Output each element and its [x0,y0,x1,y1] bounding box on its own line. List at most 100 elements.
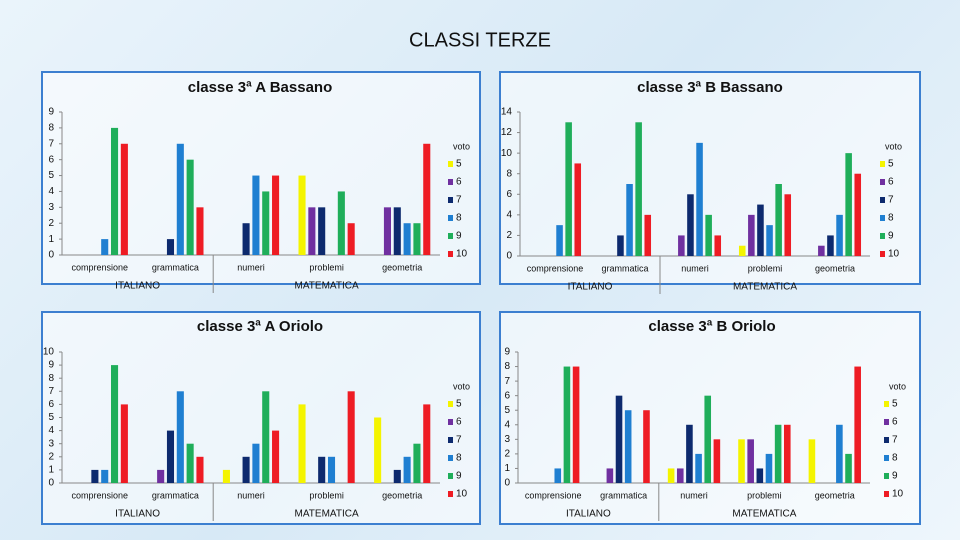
bar [756,468,764,483]
bar [272,430,280,483]
x-tick-label: grammatica [600,490,647,500]
legend-label: 8 [456,213,462,224]
legend-label: 9 [892,471,898,482]
group-label: MATEMATICA [732,509,796,520]
y-tick-label: 1 [504,463,510,474]
legend-swatch [448,197,453,203]
bar [686,424,693,483]
legend-label: 7 [456,435,462,446]
legend-label: 6 [888,177,894,188]
y-tick-label: 5 [48,412,54,423]
bar [413,223,421,255]
y-tick-label: 2 [48,451,54,462]
legend-swatch [884,419,889,425]
bar [565,122,572,257]
x-tick-label: problemi [309,490,344,500]
bar [166,239,175,255]
bar [827,235,834,256]
bar [298,175,306,255]
y-tick-label: 8 [48,123,54,134]
y-tick-label: 3 [48,438,54,449]
legend-label: 7 [892,435,898,446]
y-tick-label: 2 [48,218,54,229]
y-tick-label: 14 [501,107,513,118]
bar [186,159,194,255]
legend-label: 10 [456,489,468,500]
legend-label: 9 [456,231,462,242]
bar [242,223,250,255]
x-tick-label: problemi [747,490,782,500]
bar [403,223,411,255]
bar [574,163,582,256]
x-tick-label: comprensione [72,262,129,272]
bar [624,410,632,483]
legend-label: 10 [456,249,468,260]
y-tick-label: 9 [504,347,510,358]
group-label: MATEMATICA [295,509,359,520]
legend-title: voto [889,381,906,391]
bar [262,391,270,483]
legend-swatch [448,437,453,443]
legend-label: 8 [888,213,894,224]
legend-swatch [880,161,885,167]
bar [644,214,652,256]
bar [747,439,754,483]
bar [101,469,109,483]
bar [713,439,721,483]
legend-label: 8 [456,453,462,464]
legend-label: 6 [456,177,462,188]
bar [757,204,764,256]
bar [748,214,755,256]
y-tick-label: 1 [48,234,54,245]
bar [101,239,109,255]
bar [91,469,99,483]
bar [695,453,702,483]
bar [166,430,175,483]
bar [423,143,431,255]
y-tick-label: 12 [501,127,513,138]
bar [337,191,345,255]
y-tick-label: 6 [506,189,512,200]
bar [242,456,250,483]
bar [775,184,782,256]
legend-swatch [880,197,885,203]
y-tick-label: 5 [48,170,54,181]
bar [687,194,694,256]
y-tick-label: 3 [48,202,54,213]
legend-swatch [448,473,453,479]
bar [298,404,306,483]
legend-label: 6 [892,417,898,428]
bar [262,191,270,255]
y-tick-label: 0 [504,478,510,489]
legend-label: 5 [456,159,462,170]
bar [327,456,336,483]
bar [423,404,431,483]
bar [403,456,411,483]
y-tick-label: 8 [48,373,54,384]
y-tick-label: 6 [504,390,510,401]
x-tick-label: problemi [309,262,344,272]
bar [615,395,623,483]
bar [347,391,355,483]
y-tick-label: 9 [48,107,54,118]
y-tick-label: 1 [48,465,54,476]
legend-swatch [448,491,453,497]
chart-title: classe 3ª A Bassano [188,79,333,96]
bar [554,468,562,483]
x-tick-label: geometria [382,262,422,272]
legend-swatch [884,455,889,461]
bar [572,366,580,483]
x-tick-label: geometria [815,490,855,500]
x-tick-label: comprensione [527,263,584,273]
bar [765,453,773,483]
group-label: ITALIANO [115,509,160,520]
bar [606,468,614,483]
y-tick-label: 4 [504,419,510,430]
legend-label: 5 [888,159,894,170]
legend-label: 7 [456,195,462,206]
bar [635,122,642,257]
legend-label: 9 [888,231,894,242]
bar [704,395,712,483]
bar [563,366,571,483]
legend-title: voto [453,381,470,391]
